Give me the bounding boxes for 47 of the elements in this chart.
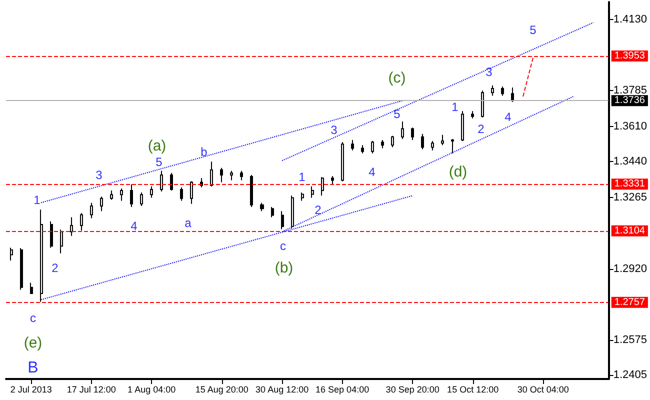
annotation: (c) <box>388 70 406 86</box>
ref-line-label: 1.3953 <box>614 50 646 62</box>
x-tick-label: 30 Aug 12:00 <box>256 384 309 394</box>
annotation: (b) <box>274 260 294 276</box>
ref-line-label: 1.3736 <box>614 95 646 106</box>
ref-line-label: 1.2757 <box>614 296 646 308</box>
x-tick-label: 1 Aug 04:00 <box>128 384 176 394</box>
y-tick-label: 1.2575 <box>613 334 648 346</box>
x-tick-label: 30 Sep 20:00 <box>386 384 440 394</box>
x-tick-label: 15 Oct 12:00 <box>447 384 499 394</box>
annotation: 2 <box>478 122 485 136</box>
annotation: a <box>184 216 192 230</box>
annotation: 3 <box>330 123 338 137</box>
x-tick-label: 16 Sep 04:00 <box>316 384 370 394</box>
annotation: 2 <box>314 203 322 217</box>
annotation: c <box>280 239 286 253</box>
annotation: 5 <box>530 23 537 37</box>
annotation: 1 <box>34 193 41 207</box>
annotation: 5 <box>156 155 163 169</box>
y-tick-label: 1.4130 <box>613 14 648 26</box>
annotation: 3 <box>96 168 103 182</box>
annotation: 3 <box>486 65 493 79</box>
annotation: 5 <box>394 107 401 121</box>
annotation: 2 <box>52 261 59 275</box>
annotation: 4 <box>504 110 512 124</box>
annotation: (e) <box>24 334 42 352</box>
annotation: (a) <box>148 138 166 154</box>
y-tick-label: 1.2405 <box>613 368 648 381</box>
ref-line-label: 1.3331 <box>614 178 646 190</box>
annotation: 1 <box>452 100 459 114</box>
x-tick-label: 17 Jul 12:00 <box>66 384 116 394</box>
y-tick-label: 1.3440 <box>613 156 648 168</box>
annotation: (d) <box>448 164 468 180</box>
x-tick-label: 15 Aug 20:00 <box>195 384 248 394</box>
annotation: 1 <box>298 170 306 184</box>
x-tick-label: 2 Jul 2013 <box>10 384 52 394</box>
annotation: B <box>28 360 38 376</box>
ref-line-label: 1.3104 <box>614 225 646 236</box>
x-tick-label: 30 Oct 04:00 <box>517 384 569 394</box>
annotation: c <box>30 311 36 325</box>
y-tick-label: 1.3265 <box>613 192 648 204</box>
y-tick-label: 1.3610 <box>613 120 648 133</box>
annotation: 4 <box>368 165 376 179</box>
annotation: b <box>200 145 208 159</box>
y-tick-label: 1.3785 <box>613 84 648 97</box>
y-tick-label: 1.2920 <box>613 262 648 275</box>
annotation: 4 <box>130 219 138 233</box>
